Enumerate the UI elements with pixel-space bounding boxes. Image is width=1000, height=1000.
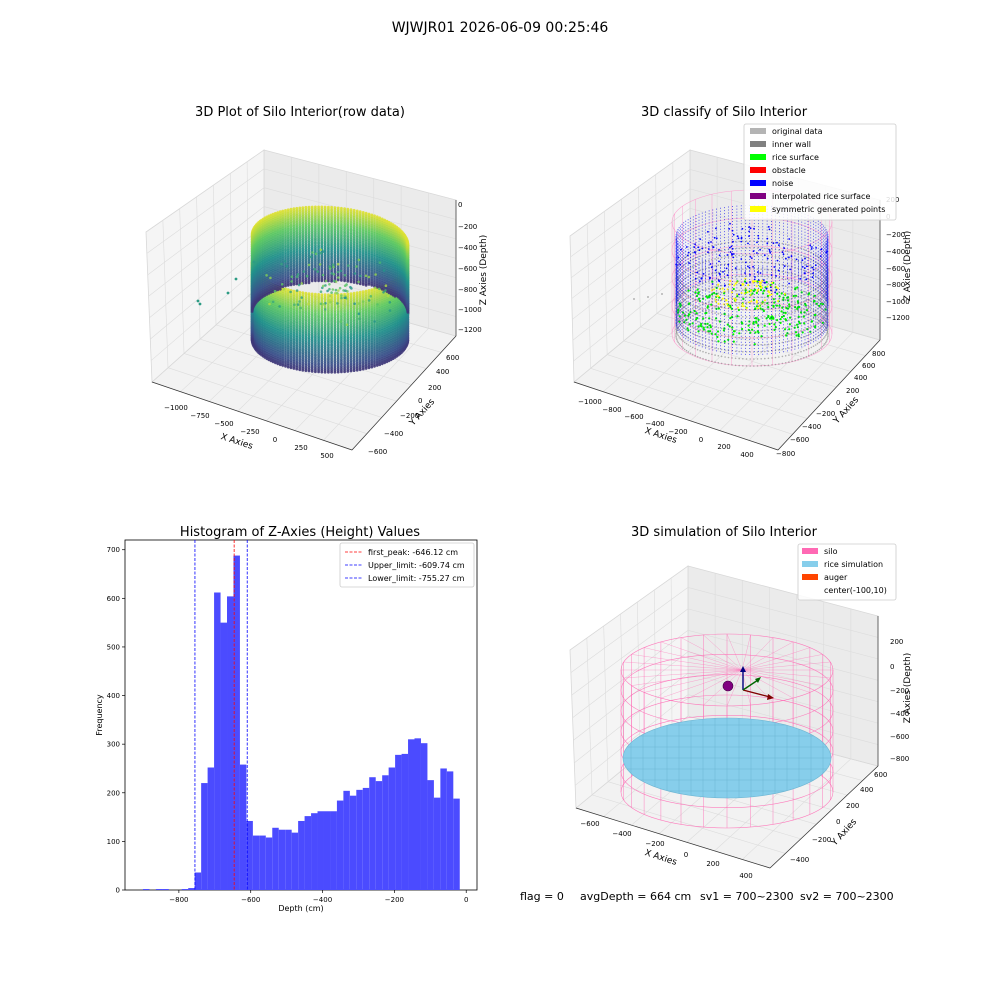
raw-plot-title: 3D Plot of Silo Interior(row data)	[195, 105, 405, 120]
raw-point	[361, 367, 365, 371]
grid-line	[196, 196, 201, 340]
raw-point	[310, 370, 314, 373]
grid-line	[246, 161, 249, 297]
raw-point	[378, 363, 382, 367]
raw-point	[276, 362, 280, 366]
raw-point	[295, 367, 299, 371]
raw-point	[373, 364, 376, 368]
grid-line	[167, 367, 367, 434]
raw-data-plot: 3D Plot of Silo Interior(row data) −1000…	[145, 105, 489, 460]
grid-line	[199, 338, 397, 402]
grid-line	[149, 225, 265, 318]
raw-point	[355, 368, 359, 372]
grid-line	[150, 244, 265, 340]
raw-point	[289, 283, 293, 287]
raw-point	[278, 363, 282, 367]
raw-point	[292, 367, 296, 370]
raw-point	[336, 370, 340, 374]
raw-point	[278, 287, 282, 291]
raw-point	[310, 279, 314, 283]
raw-point	[346, 370, 350, 373]
raw-plot-points	[196, 205, 410, 374]
y-axis-line	[351, 335, 457, 451]
raw-point	[281, 285, 285, 289]
raw-point	[295, 282, 299, 286]
grid-line	[263, 168, 457, 220]
raw-point	[385, 360, 389, 364]
grid-line	[162, 220, 169, 368]
raw-point	[286, 365, 290, 369]
grid-line	[147, 187, 265, 276]
raw-point	[286, 284, 290, 287]
raw-point	[276, 288, 280, 292]
grid-line	[146, 168, 265, 254]
x-axis-line	[151, 381, 353, 451]
grid-line	[229, 173, 233, 311]
grid-line	[213, 185, 217, 325]
raw-point	[289, 366, 293, 370]
grid-line	[179, 208, 185, 354]
raw-point	[304, 369, 308, 372]
side-pane	[145, 149, 265, 383]
raw-point	[364, 367, 368, 370]
raw-point	[301, 368, 305, 372]
raw-point	[333, 370, 337, 374]
raw-point	[292, 283, 296, 286]
grid-line	[150, 262, 265, 361]
raw-point	[314, 279, 317, 283]
raw-point	[307, 369, 311, 373]
raw-point	[343, 370, 346, 374]
grid-line	[148, 206, 265, 297]
raw-point	[250, 337, 254, 341]
grid-line	[215, 324, 412, 386]
grid-line	[266, 312, 374, 422]
figure-suptitle: WJWJR01 2026-06-09 00:25:46	[392, 20, 609, 36]
raw-point	[340, 370, 343, 374]
grid-line	[323, 328, 429, 441]
raw-point	[323, 370, 327, 374]
raw-point	[375, 364, 379, 367]
raw-point	[358, 368, 362, 372]
raw-point	[304, 281, 308, 285]
raw-point	[367, 366, 371, 370]
raw-point	[327, 370, 330, 374]
raw-point	[284, 364, 287, 368]
raw-point	[281, 364, 285, 367]
raw-point	[389, 358, 393, 362]
raw-point	[380, 362, 384, 366]
raw-point	[317, 370, 320, 374]
grid-line	[183, 353, 382, 418]
raw-point	[284, 284, 287, 288]
raw-point	[383, 361, 386, 365]
raw-point	[314, 370, 317, 374]
raw-point	[370, 365, 374, 369]
raw-point	[298, 368, 302, 372]
raw-point	[330, 370, 333, 374]
raw-point	[352, 369, 356, 372]
raw-point	[320, 370, 324, 374]
raw-point	[307, 281, 311, 285]
raw-point	[317, 279, 320, 283]
raw-point	[349, 369, 353, 373]
